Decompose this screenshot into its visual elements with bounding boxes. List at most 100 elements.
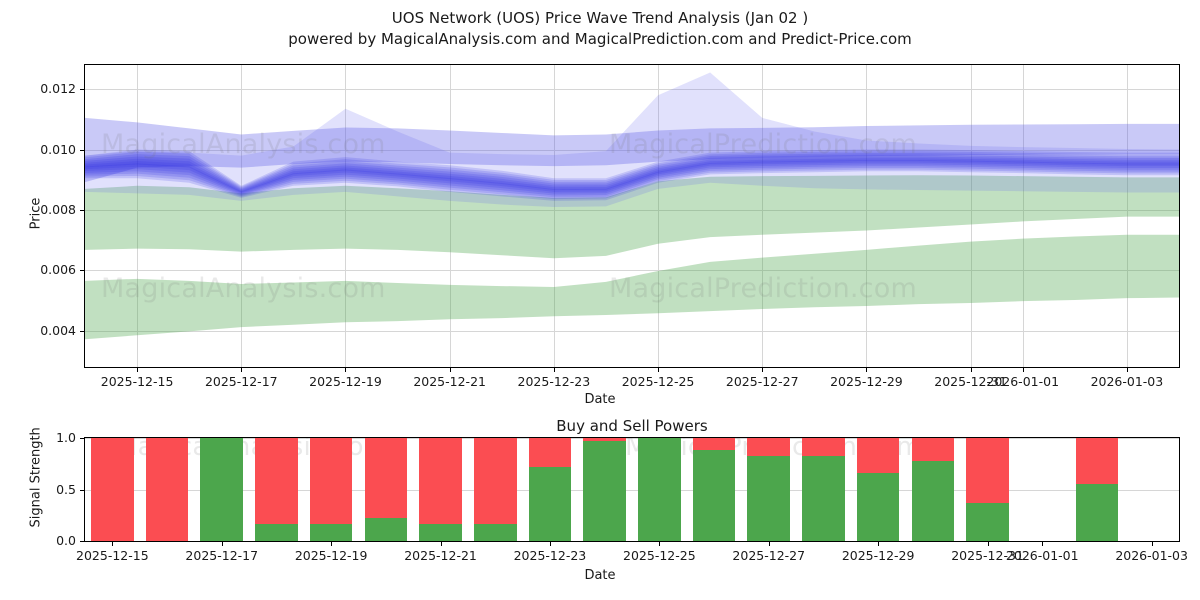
gridline: [137, 65, 139, 367]
bar-segment-buy: [638, 438, 681, 541]
bar-stack[interactable]: [200, 438, 244, 541]
price-x-tick: [1022, 368, 1024, 372]
bars-x-tick: [878, 542, 880, 546]
chart-title: UOS Network (UOS) Price Wave Trend Analy…: [391, 9, 809, 27]
bars-x-tick-label: 2025-12-23: [513, 548, 587, 563]
bars-y-tick: [80, 438, 84, 439]
price-x-tick-label: 2026-01-03: [1090, 374, 1164, 389]
bar-segment-buy: [911, 460, 955, 541]
bar-stack[interactable]: [802, 438, 845, 541]
price-x-tick: [658, 368, 660, 372]
chart-subtitle: powered by MagicalAnalysis.com and Magic…: [288, 30, 912, 48]
bar-segment-sell: [583, 438, 626, 442]
wave-band-core-strip: [85, 159, 1179, 201]
price-y-tick: [80, 270, 84, 272]
bar-stack[interactable]: [419, 438, 462, 541]
bar-stack[interactable]: [309, 438, 353, 541]
price-x-tick-label: 2025-12-31: [934, 374, 1007, 389]
price-x-tick-label: 2025-12-23: [517, 374, 591, 389]
bar-segment-sell: [419, 438, 462, 524]
price-x-tick-label: 2025-12-29: [830, 374, 903, 389]
bar-stack[interactable]: [911, 438, 955, 541]
bar-segment-sell: [966, 438, 1009, 503]
bars-x-tick: [987, 542, 989, 546]
bars-x-tick: [1042, 542, 1044, 546]
bar-stack[interactable]: [364, 438, 408, 541]
bar-stack[interactable]: [91, 438, 134, 541]
bar-segment-buy: [309, 523, 353, 541]
gridline: [762, 65, 764, 367]
bar-stack[interactable]: [145, 438, 189, 541]
bars-x-tick: [112, 542, 114, 546]
bar-stack[interactable]: [1075, 438, 1119, 541]
price-x-tick: [241, 368, 243, 372]
price-y-tick-label: 0.010: [40, 141, 76, 157]
gridline: [241, 65, 243, 367]
price-x-tick: [866, 368, 868, 372]
gridline: [1126, 65, 1128, 367]
gridline: [85, 438, 1179, 439]
bars-x-axis-label: Date: [584, 568, 616, 583]
bars-x-tick-label: 2025-12-15: [76, 548, 149, 563]
bar-segment-buy: [1075, 484, 1119, 541]
bars-x-tick-label: 2025-12-31: [951, 548, 1024, 563]
bars-x-tick: [221, 542, 223, 546]
bars-x-tick-label: 2026-01-01: [1005, 548, 1079, 563]
bars-chart-title: Buy and Sell Powers: [556, 417, 708, 435]
gridline: [85, 489, 1179, 491]
bar-stack[interactable]: [747, 438, 791, 541]
bar-stack[interactable]: [856, 438, 900, 541]
bar-segment-sell: [255, 438, 298, 524]
bars-x-tick-label: 2026-01-03: [1115, 548, 1188, 563]
gridline: [345, 65, 347, 367]
price-y-tick-label: 0.004: [40, 322, 76, 338]
bars-y-axis-label: Signal Strength: [28, 427, 44, 528]
price-x-tick: [137, 368, 139, 372]
gridline: [658, 65, 660, 367]
bar-segment-sell: [91, 438, 134, 541]
bar-stack[interactable]: [473, 438, 517, 541]
bars-x-tick-label: 2025-12-17: [185, 548, 259, 563]
bar-segment-sell: [473, 438, 517, 524]
bar-stack[interactable]: [966, 438, 1009, 541]
page-title: UOS Network (UOS) Price Wave Trend Analy…: [0, 8, 1200, 50]
price-x-tick-label: 2025-12-25: [621, 374, 695, 389]
bar-segment-buy: [692, 450, 736, 541]
bars-x-tick-label: 2025-12-29: [841, 548, 915, 563]
bar-segment-sell: [1075, 438, 1119, 485]
bar-segment-buy: [747, 455, 791, 541]
bar-stack[interactable]: [692, 438, 736, 541]
wave-band-lower-green-band: [85, 234, 1179, 340]
bar-segment-sell: [692, 438, 736, 451]
bar-segment-sell: [309, 438, 353, 524]
bar-stack[interactable]: [583, 438, 626, 541]
bar-stack[interactable]: [255, 438, 298, 541]
bar-segment-buy: [419, 523, 462, 541]
wave-band-core-strip: [85, 151, 1179, 194]
gridline: [85, 270, 1179, 272]
price-x-tick: [345, 368, 347, 372]
bars-y-tick-label: 0.0: [56, 533, 76, 548]
gridline: [85, 330, 1179, 332]
bar-segment-buy: [200, 438, 244, 541]
wave-band-core-strip: [85, 153, 1179, 195]
bar-segment-buy: [966, 502, 1009, 541]
bar-segment-sell: [145, 438, 189, 541]
price-y-tick: [80, 330, 84, 332]
price-y-tick: [80, 209, 84, 211]
bar-segment-buy: [856, 473, 900, 541]
bars-x-tick: [440, 542, 442, 546]
bar-stack[interactable]: [638, 438, 681, 541]
bar-segment-sell: [802, 438, 845, 456]
bar-stack[interactable]: [528, 438, 572, 541]
gridline: [85, 209, 1179, 211]
gridline: [553, 65, 555, 367]
wave-band-core-strip: [85, 158, 1179, 200]
bars-y-tick: [80, 541, 84, 542]
gridline: [970, 65, 972, 367]
bar-segment-sell: [364, 438, 408, 519]
bars-y-tick-label: 0.5: [56, 481, 76, 497]
bars-x-tick-label: 2025-12-25: [623, 548, 696, 563]
bar-segment-buy: [528, 466, 572, 541]
